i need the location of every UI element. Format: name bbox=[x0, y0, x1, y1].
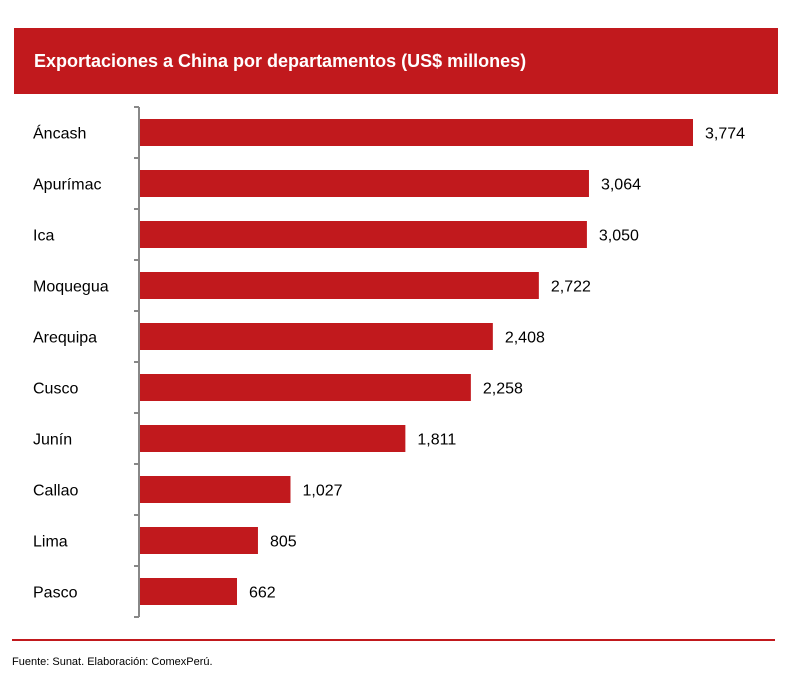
chart-header: Exportaciones a China por departamentos … bbox=[14, 28, 778, 94]
bar-áncash bbox=[140, 119, 693, 146]
category-label: Pasco bbox=[33, 585, 78, 602]
source-note: Fuente: Sunat. Elaboración: ComexPerú. bbox=[12, 656, 213, 668]
category-label: Moquegua bbox=[33, 279, 109, 296]
bar-callao bbox=[140, 476, 291, 503]
data-label: 805 bbox=[270, 534, 297, 551]
bar-apurímac bbox=[140, 170, 589, 197]
data-label: 2,722 bbox=[551, 279, 591, 296]
data-label: 3,774 bbox=[705, 126, 745, 143]
data-label: 3,050 bbox=[599, 228, 639, 245]
category-label: Apurímac bbox=[33, 177, 101, 194]
bar-moquegua bbox=[140, 272, 539, 299]
data-label: 1,027 bbox=[302, 483, 342, 500]
data-label: 1,811 bbox=[417, 432, 456, 449]
bar-ica bbox=[140, 221, 587, 248]
data-label: 662 bbox=[249, 585, 276, 602]
bar-lima bbox=[140, 527, 258, 554]
category-label: Lima bbox=[33, 534, 68, 551]
category-label: Arequipa bbox=[33, 330, 97, 347]
data-label: 3,064 bbox=[601, 177, 641, 194]
data-label: 2,408 bbox=[505, 330, 545, 347]
category-label: Junín bbox=[33, 432, 72, 449]
bar-cusco bbox=[140, 374, 471, 401]
bar-arequipa bbox=[140, 323, 493, 350]
data-label: 2,258 bbox=[483, 381, 523, 398]
bar-pasco bbox=[140, 578, 238, 605]
bar-junín bbox=[140, 425, 406, 452]
category-label: Ica bbox=[33, 228, 54, 245]
chart-title: Exportaciones a China por departamentos … bbox=[34, 51, 527, 71]
footer-divider bbox=[12, 639, 775, 641]
category-label: Cusco bbox=[33, 381, 78, 398]
category-label: Callao bbox=[33, 483, 78, 500]
category-label: Áncash bbox=[33, 124, 86, 143]
